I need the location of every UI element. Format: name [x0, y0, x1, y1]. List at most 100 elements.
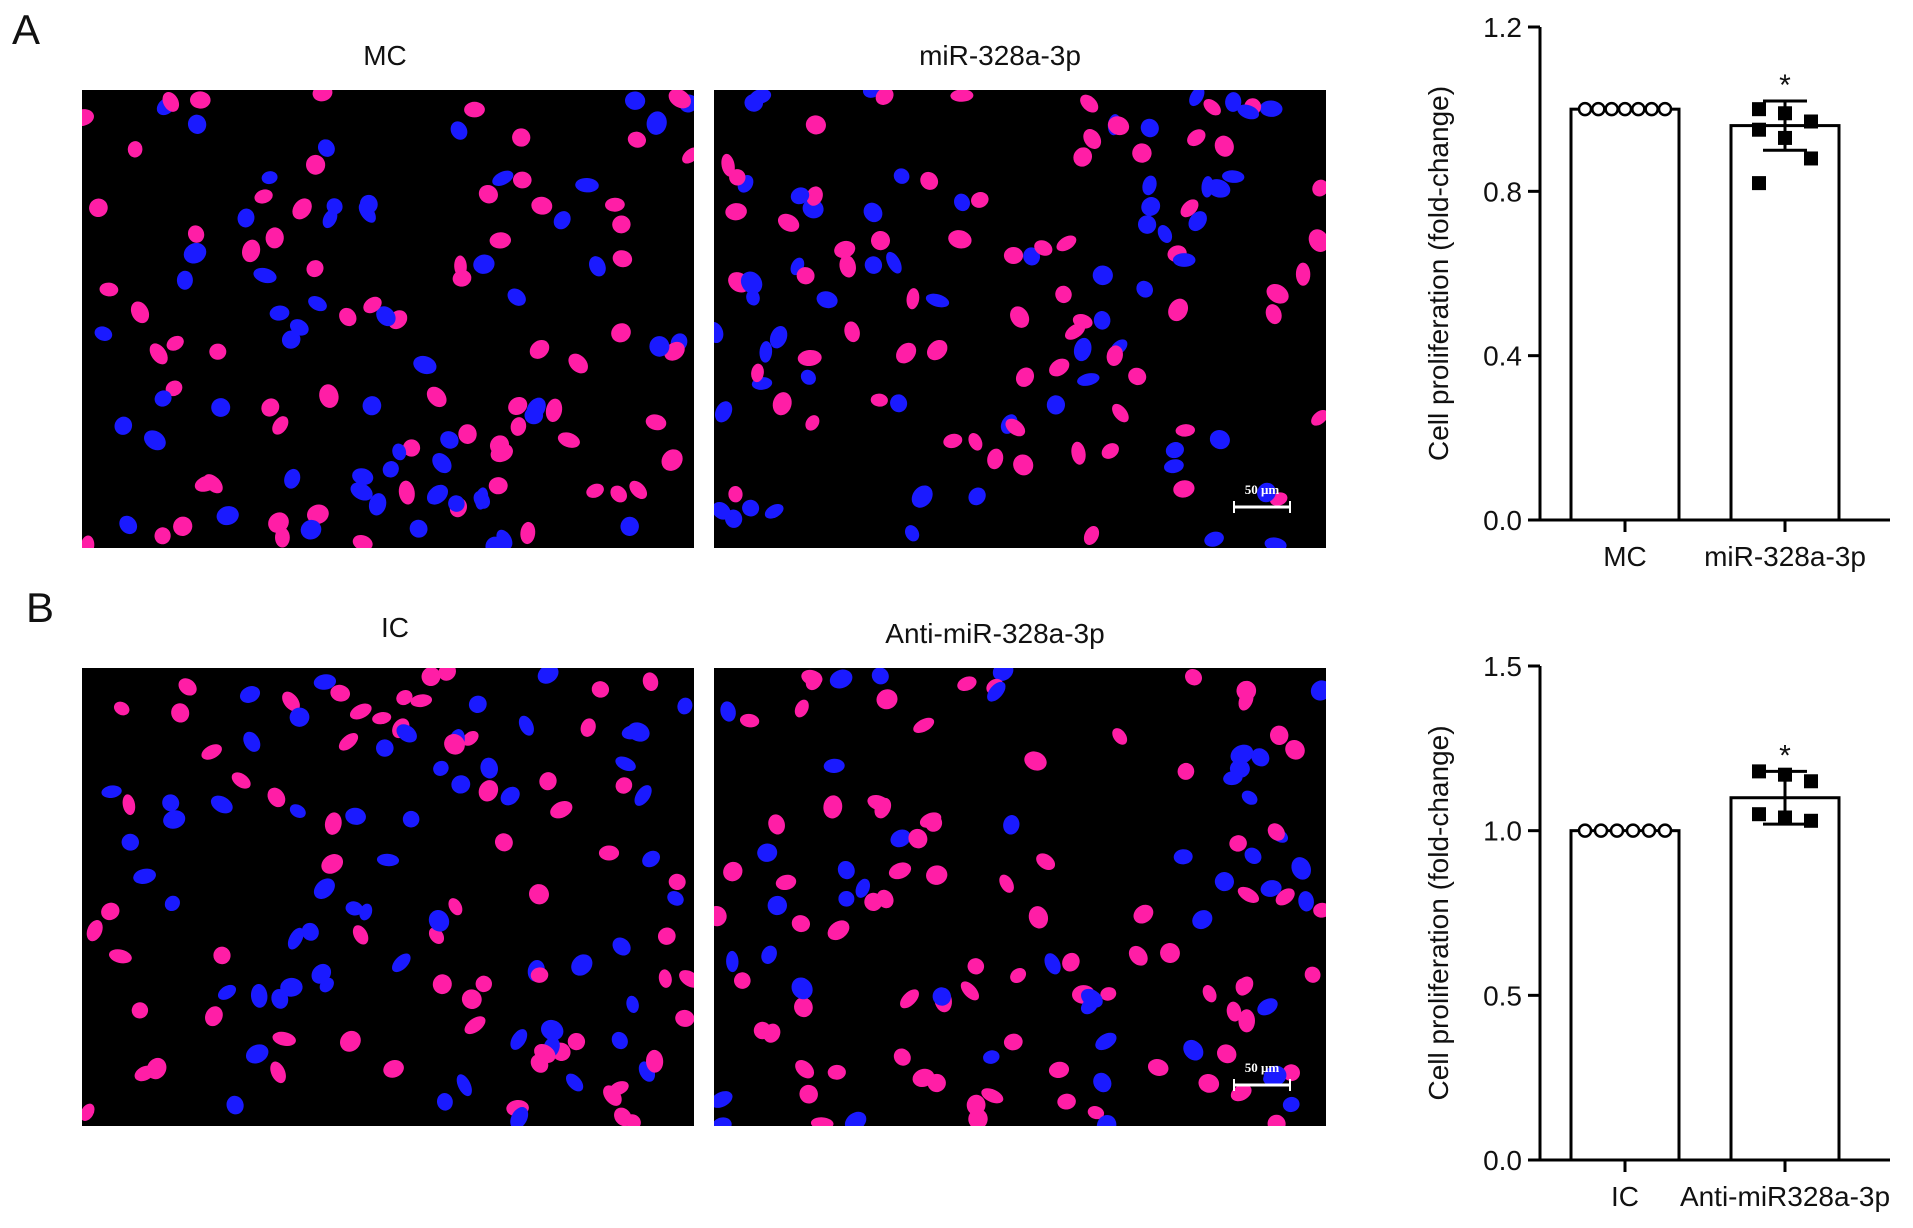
nucleus-magenta — [611, 323, 631, 343]
bar-1 — [1729, 124, 1841, 522]
nucleus-magenta — [1112, 728, 1128, 745]
nucleus-magenta — [550, 800, 573, 819]
nucleus-magenta — [478, 780, 499, 802]
nucleus-blue — [317, 139, 335, 157]
nucleus-magenta — [1072, 313, 1093, 329]
nucleus-magenta — [919, 812, 942, 828]
nucleus-blue — [855, 878, 871, 898]
nucleus-magenta — [340, 1030, 361, 1052]
nucleus-blue — [992, 668, 1014, 681]
data-point — [1778, 106, 1792, 121]
nucleus-magenta — [89, 198, 108, 218]
nucleus-blue — [154, 390, 172, 407]
nucleus-magenta — [950, 90, 974, 102]
micrograph-mc — [82, 90, 694, 548]
nucleus-blue — [1183, 1039, 1204, 1061]
nucleus-blue — [612, 937, 631, 956]
data-point — [1752, 764, 1766, 779]
nucleus-blue — [426, 484, 449, 505]
nucleus-blue — [211, 398, 231, 417]
nucleus-magenta — [1073, 147, 1093, 167]
nucleus-blue — [510, 1029, 528, 1050]
nucleus-magenta — [870, 231, 891, 251]
nucleus-magenta — [615, 777, 633, 794]
nucleus-magenta — [586, 483, 604, 498]
nucleus-blue — [540, 1019, 564, 1041]
nucleus-blue — [322, 209, 338, 229]
nucleus-blue — [1173, 849, 1193, 865]
nucleus-blue — [1225, 92, 1242, 112]
nucleus-magenta — [1238, 1009, 1255, 1033]
nucleus-magenta — [1062, 952, 1080, 972]
nucleus-blue — [575, 177, 599, 193]
nucleus-blue — [1241, 790, 1258, 805]
nucleus-magenta — [723, 861, 743, 882]
nucleus-magenta — [462, 731, 479, 746]
nucleus-magenta — [1214, 135, 1234, 157]
bar-chart-b: 0.0 0.5 1.0 1.5 Cell proliferation (fold-cha… — [1423, 651, 1890, 1212]
nucleus-magenta — [529, 339, 550, 359]
nucleus-blue — [625, 91, 646, 110]
nucleus-magenta — [913, 717, 935, 733]
nucleus-blue — [800, 369, 816, 385]
nucleus-magenta — [794, 699, 809, 718]
nucleus-magenta — [875, 90, 894, 105]
nucleus-blue — [448, 495, 465, 512]
nucleus-blue — [217, 984, 237, 1000]
nucleus-magenta — [1175, 424, 1195, 437]
nucleus-blue — [243, 731, 261, 752]
nucleus-blue — [864, 256, 883, 274]
nucleus-magenta — [799, 1084, 818, 1104]
nucleus-magenta — [282, 691, 300, 712]
nucleus-blue — [1044, 953, 1061, 975]
nucleus-blue — [714, 1117, 732, 1126]
nucleus-blue — [537, 668, 559, 684]
nucleus-magenta — [113, 701, 130, 716]
nucleus-magenta — [791, 915, 811, 933]
nucleus-magenta — [1229, 835, 1247, 852]
nucleus-magenta — [1083, 129, 1102, 149]
nucleus-blue — [589, 256, 606, 277]
nucleus-blue — [714, 321, 724, 344]
nucleus-blue — [1251, 748, 1270, 767]
nucleus-magenta — [305, 154, 326, 175]
data-point — [1778, 130, 1792, 145]
nucleus-blue — [187, 114, 207, 134]
nucleus-magenta — [312, 90, 333, 102]
nucleus-magenta — [461, 989, 482, 1009]
nucleus-magenta — [352, 534, 373, 548]
nucleus-magenta — [475, 975, 493, 993]
data-point — [1804, 151, 1818, 166]
nucleus-blue — [253, 267, 277, 284]
nucleus-blue — [456, 1074, 472, 1097]
nucleus-blue — [893, 168, 910, 184]
nucleus-magenta — [629, 480, 648, 499]
bar-chart-a: 0.0 0.4 0.8 1.2 Cell proliferation (fold-cha… — [1423, 12, 1890, 572]
nucleus-blue — [890, 829, 911, 848]
nucleus-blue — [844, 1111, 867, 1126]
nucleus-magenta — [494, 833, 513, 852]
nucleus-blue — [261, 171, 278, 185]
data-point — [1604, 101, 1619, 117]
scale-bar-label: 50 μm — [1245, 1060, 1280, 1075]
nucleus-magenta — [1106, 345, 1123, 366]
image-title-anti-mir-328a-3p: Anti-miR-328a-3p — [885, 618, 1105, 649]
nucleus-blue — [119, 515, 138, 535]
nucleus-magenta — [567, 1032, 586, 1051]
nucleus-magenta — [1057, 1093, 1076, 1110]
nucleus-magenta — [1265, 304, 1282, 325]
nucleus-magenta — [1311, 409, 1326, 426]
nucleus-magenta — [1005, 418, 1026, 437]
data-point — [1609, 823, 1625, 838]
nucleus-magenta — [796, 267, 815, 285]
nucleus-magenta — [867, 795, 890, 811]
nucleus-blue — [983, 1050, 1000, 1064]
data-point — [1804, 774, 1818, 789]
data-point — [1577, 101, 1593, 117]
nucleus-magenta — [721, 153, 735, 177]
nucleus-magenta — [801, 669, 823, 686]
nucleus-blue — [649, 336, 670, 357]
nucleus-magenta — [1216, 1044, 1237, 1064]
nucleus-magenta — [1235, 978, 1250, 996]
nucleus-magenta — [1160, 943, 1180, 963]
